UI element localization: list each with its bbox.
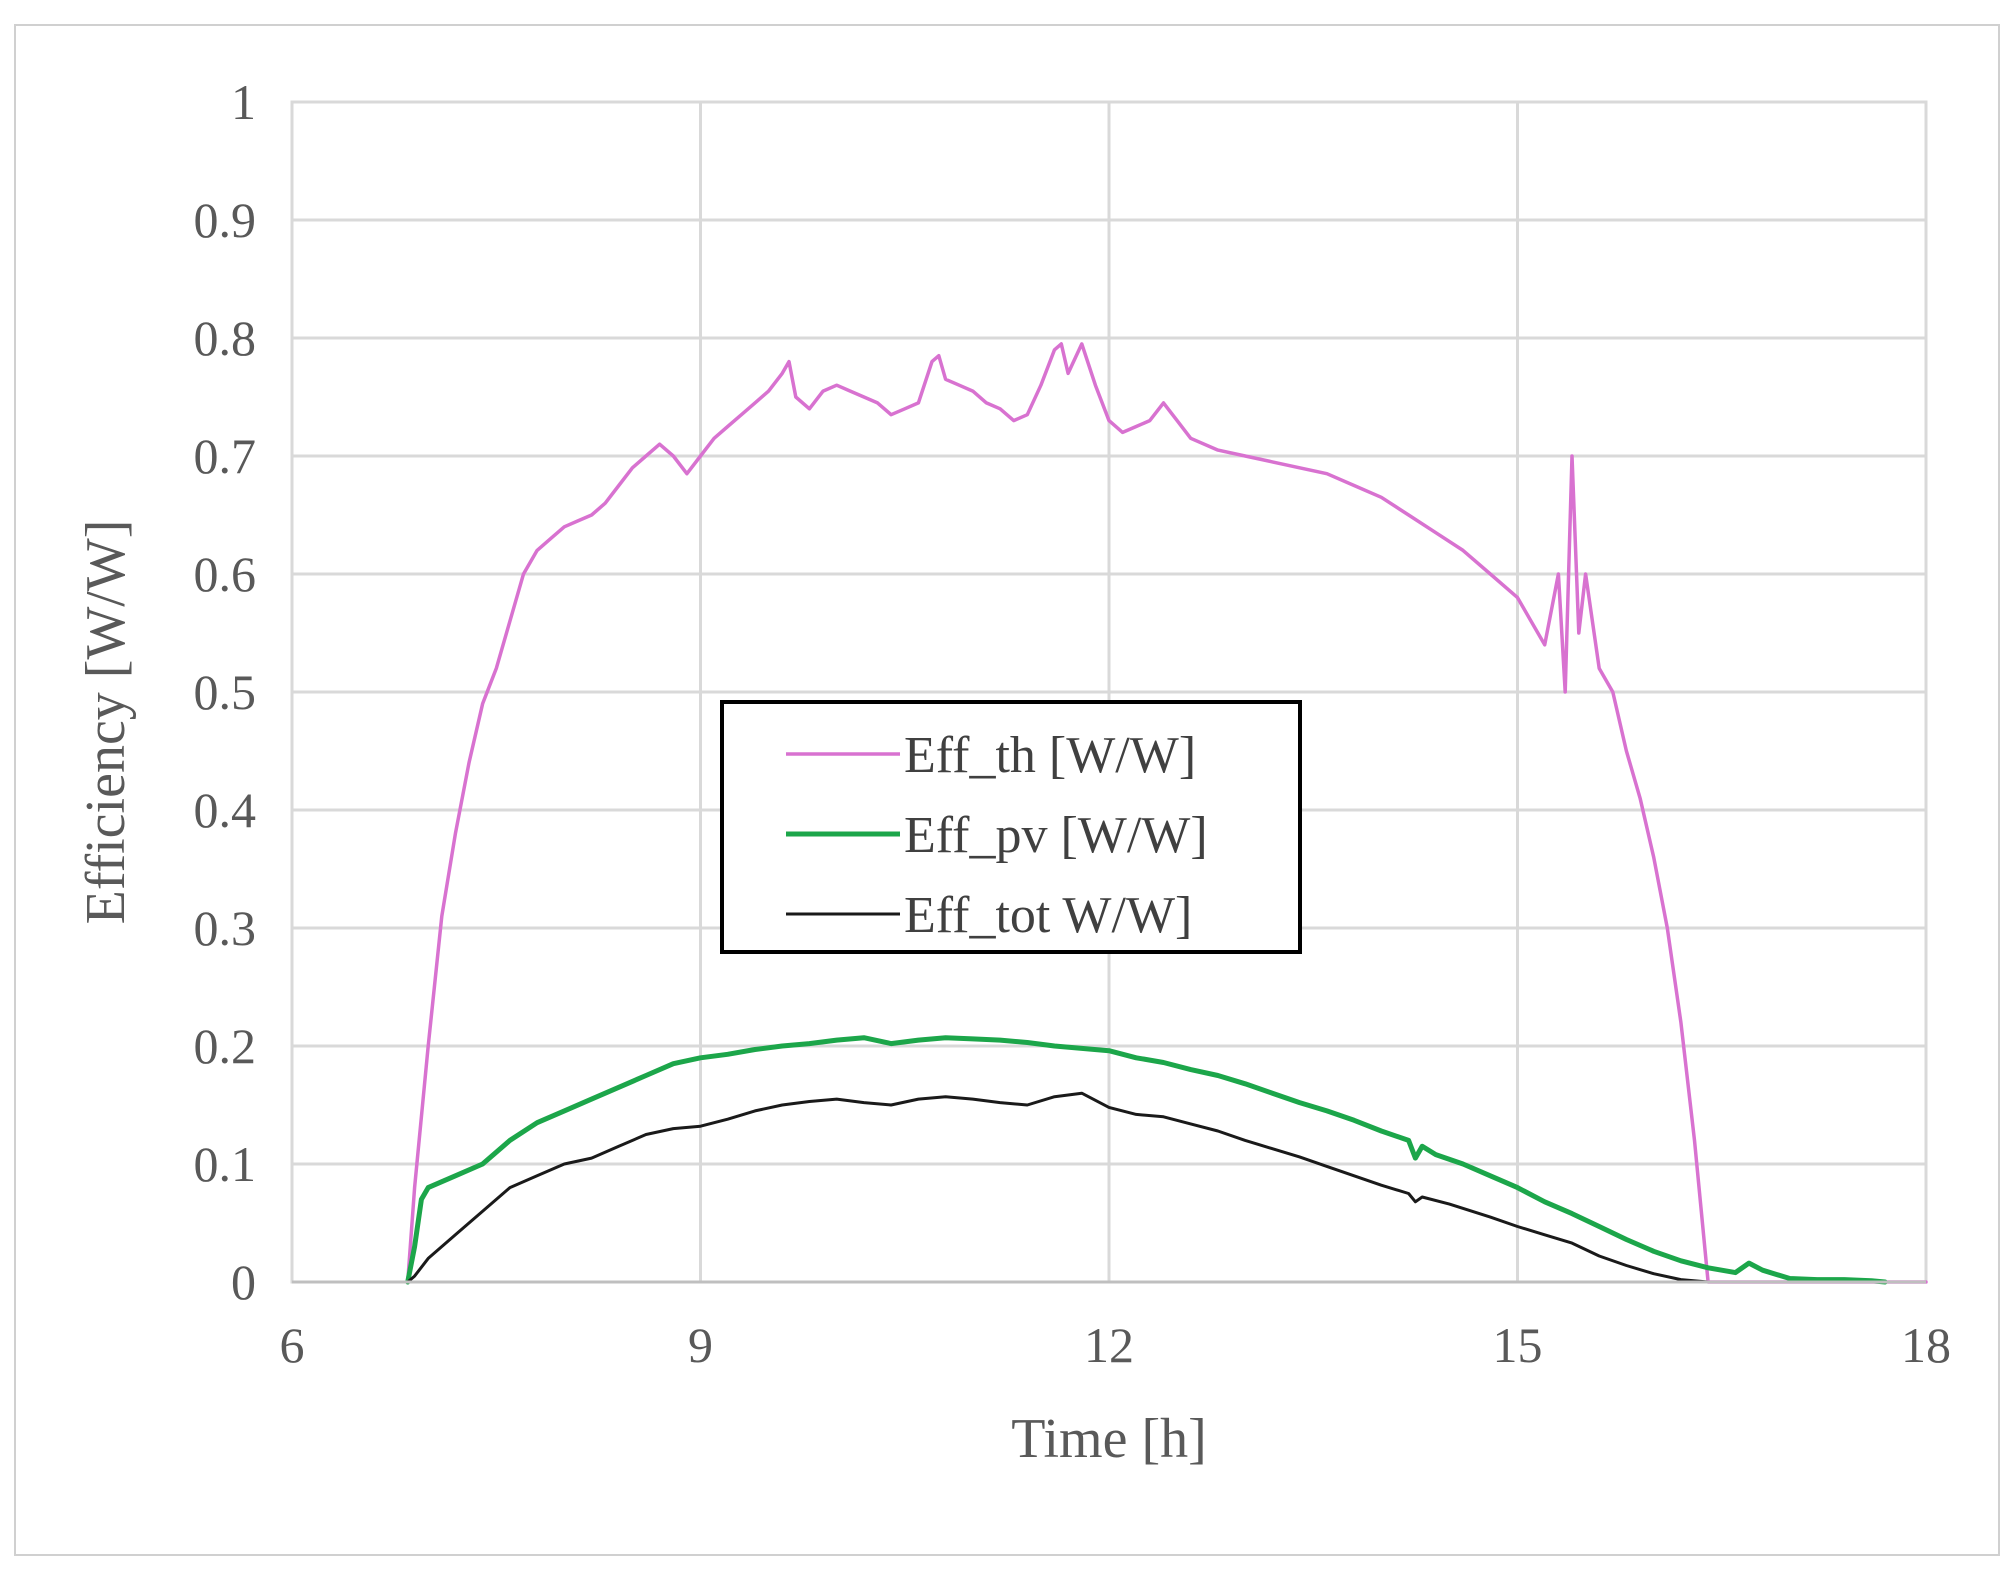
y-tick-label-0: 0 — [231, 1254, 256, 1310]
legend-label-eff-tot: Eff_tot W/W] — [904, 887, 1192, 944]
y-tick-label-6: 0.6 — [194, 546, 257, 602]
legend-box — [720, 700, 1302, 954]
y-tick-label-4: 0.4 — [194, 782, 257, 838]
y-tick-labels: 0 0.1 0.2 0.3 0.4 0.5 0.6 0.7 0.8 0.9 1 — [194, 74, 257, 1310]
y-axis-title: Efficiency [W/W] — [75, 520, 137, 925]
x-axis-title: Time [h] — [1011, 1408, 1207, 1470]
series-lines — [405, 342, 1928, 1285]
y-tick-label-3: 0.3 — [194, 900, 257, 956]
x-tick-label-3: 15 — [1493, 1317, 1543, 1373]
chart-frame: 0 0.1 0.2 0.3 0.4 0.5 0.6 0.7 0.8 0.9 1 6 9 12 15 18 T… — [14, 24, 2000, 1556]
series-line-eff-th — [405, 342, 1928, 1284]
legend: Eff_th [W/W] Eff_pv [W/W] Eff_tot W/W] — [720, 700, 1302, 954]
y-tick-label-1: 0.1 — [194, 1136, 257, 1192]
x-tick-labels: 6 9 12 15 18 — [280, 1317, 1952, 1373]
series-line-eff-tot — [406, 1091, 1873, 1284]
series-line-eff-pv — [405, 1035, 1888, 1285]
x-tick-label-2: 12 — [1084, 1317, 1134, 1373]
legend-label-eff-pv: Eff_pv [W/W] — [904, 807, 1208, 864]
y-tick-label-5: 0.5 — [194, 664, 257, 720]
y-tick-label-9: 0.9 — [194, 192, 257, 248]
gridlines — [290, 100, 1928, 1284]
y-tick-label-10: 1 — [231, 74, 256, 130]
x-tick-label-0: 6 — [280, 1317, 305, 1373]
y-tick-label-7: 0.7 — [194, 428, 257, 484]
x-tick-label-4: 18 — [1901, 1317, 1951, 1373]
y-tick-label-8: 0.8 — [194, 310, 257, 366]
y-tick-label-2: 0.2 — [194, 1018, 257, 1074]
efficiency-line-chart: 0 0.1 0.2 0.3 0.4 0.5 0.6 0.7 0.8 0.9 1 6 9 12 15 18 T… — [75, 74, 1952, 1470]
x-tick-label-1: 9 — [688, 1317, 713, 1373]
legend-label-eff-th: Eff_th [W/W] — [904, 727, 1196, 784]
